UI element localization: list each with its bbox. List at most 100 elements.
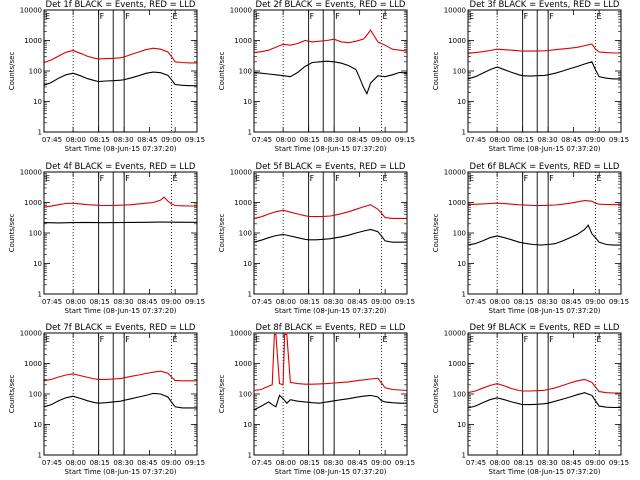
- panel-title: Det 7f BLACK = Events, RED = LLD: [46, 323, 196, 333]
- x-tick-label: 09:00: [161, 459, 181, 467]
- y-tick-label: 10000: [230, 330, 252, 338]
- y-axis-label: Counts/sec: [432, 52, 440, 91]
- y-tick-label: 100: [453, 391, 466, 399]
- interval-marker-label: F: [125, 174, 130, 183]
- lld-series-line: [43, 47, 197, 64]
- plot-frame: [467, 171, 622, 295]
- x-tick-label: 08:15: [514, 298, 534, 306]
- y-tick-label: 1: [248, 452, 252, 460]
- interval-marker-label: F: [335, 174, 340, 183]
- interval-marker-label: F: [100, 335, 105, 344]
- y-axis-label: Counts/sec: [8, 214, 16, 253]
- x-tick-label: 07:45: [466, 298, 486, 306]
- interval-marker-label: F: [549, 12, 554, 21]
- interval-marker-label: E: [469, 174, 474, 183]
- y-tick-label: 10: [33, 98, 42, 106]
- interval-marker-label: E: [383, 335, 388, 344]
- interval-marker-label: F: [524, 174, 529, 183]
- y-tick-label: 100: [29, 230, 42, 238]
- y-tick-label: 1000: [24, 199, 42, 207]
- x-tick-label: 09:15: [609, 298, 629, 306]
- interval-marker-label: F: [549, 335, 554, 344]
- x-tick-label: 08:30: [113, 298, 133, 306]
- x-tick-label: 08:30: [113, 459, 133, 467]
- y-axis-label: Counts/sec: [432, 375, 440, 414]
- y-tick-label: 1: [38, 129, 42, 137]
- lld-series-line: [253, 333, 408, 392]
- interval-marker-label: E: [383, 174, 388, 183]
- x-tick-label: 09:00: [371, 136, 391, 144]
- y-tick-label: 1000: [24, 360, 42, 368]
- y-axis-label: Counts/sec: [8, 52, 16, 91]
- y-tick-label: 10: [243, 98, 252, 106]
- plot-frame: [43, 9, 198, 133]
- x-tick-label: 08:45: [347, 136, 367, 144]
- x-tick-label: 09:15: [395, 459, 415, 467]
- x-tick-label: 08:45: [347, 459, 367, 467]
- y-tick-label: 1: [38, 452, 42, 460]
- y-tick-label: 10: [243, 260, 252, 268]
- lld-series-line: [43, 370, 197, 382]
- interval-marker-label: E: [597, 335, 602, 344]
- events-series-line: [467, 392, 621, 409]
- x-axis-label: Start Time (08-Jun-15 07:37:20): [275, 145, 387, 153]
- panel-7: Det 7f BLACK = Events, RED = LLD 1 10 100 10…: [8, 323, 205, 476]
- lld-series-line: [253, 204, 407, 219]
- interval-marker-label: F: [125, 335, 130, 344]
- interval-marker-label: F: [549, 174, 554, 183]
- y-tick-label: 10: [457, 260, 466, 268]
- x-tick-label: 09:00: [371, 459, 391, 467]
- x-tick-label: 08:15: [90, 298, 110, 306]
- interval-marker-label: E: [45, 174, 50, 183]
- y-tick-label: 100: [29, 68, 42, 76]
- y-tick-label: 1: [248, 291, 252, 299]
- x-tick-label: 07:45: [252, 136, 272, 144]
- events-series-line: [253, 228, 407, 243]
- events-series-line: [43, 71, 197, 87]
- panel-title: Det 1f BLACK = Events, RED = LLD: [46, 0, 196, 10]
- x-tick-label: 08:45: [561, 459, 581, 467]
- x-tick-label: 08:45: [561, 136, 581, 144]
- interval-marker-label: E: [173, 335, 178, 344]
- interval-marker-label: E: [383, 12, 388, 21]
- events-series-line: [43, 392, 197, 409]
- x-tick-label: 07:45: [42, 298, 62, 306]
- x-tick-label: 09:15: [395, 298, 415, 306]
- y-axis-label: Counts/sec: [432, 214, 440, 253]
- plot-frame: [43, 332, 198, 456]
- events-series-line: [43, 221, 197, 224]
- y-tick-label: 1: [462, 452, 466, 460]
- x-axis-label: Start Time (08-Jun-15 07:37:20): [65, 145, 177, 153]
- interval-marker-label: F: [524, 335, 529, 344]
- plot-frame: [43, 171, 198, 295]
- x-tick-label: 08:00: [276, 136, 296, 144]
- x-tick-label: 08:00: [66, 136, 86, 144]
- panel-title: Det 9f BLACK = Events, RED = LLD: [470, 323, 620, 333]
- x-tick-label: 08:15: [514, 136, 534, 144]
- panel-title: Det 8f BLACK = Events, RED = LLD: [256, 323, 406, 333]
- x-tick-label: 08:45: [347, 298, 367, 306]
- y-tick-label: 10000: [444, 330, 466, 338]
- y-axis-label: Counts/sec: [218, 375, 226, 414]
- interval-marker-label: F: [310, 174, 315, 183]
- x-tick-label: 07:45: [466, 136, 486, 144]
- y-tick-label: 10000: [20, 330, 42, 338]
- lld-series-line: [467, 43, 621, 54]
- y-tick-label: 100: [29, 391, 42, 399]
- x-tick-label: 09:15: [609, 136, 629, 144]
- interval-marker-label: E: [45, 12, 50, 21]
- x-tick-label: 08:15: [90, 459, 110, 467]
- y-tick-label: 10: [33, 421, 42, 429]
- panel-5: Det 5f BLACK = Events, RED = LLD 1 10 100 10…: [218, 162, 415, 315]
- y-tick-label: 10000: [20, 169, 42, 177]
- x-tick-label: 09:00: [585, 136, 605, 144]
- x-tick-label: 08:00: [490, 136, 510, 144]
- x-tick-label: 08:30: [323, 298, 343, 306]
- x-tick-label: 08:30: [537, 136, 557, 144]
- y-tick-label: 1: [248, 129, 252, 137]
- panel-title: Det 5f BLACK = Events, RED = LLD: [256, 162, 406, 172]
- y-tick-label: 10000: [230, 169, 252, 177]
- y-tick-label: 1000: [448, 37, 466, 45]
- panel-title: Det 3f BLACK = Events, RED = LLD: [470, 0, 620, 10]
- panel-2: Det 2f BLACK = Events, RED = LLD 1 10 100 10…: [218, 0, 415, 153]
